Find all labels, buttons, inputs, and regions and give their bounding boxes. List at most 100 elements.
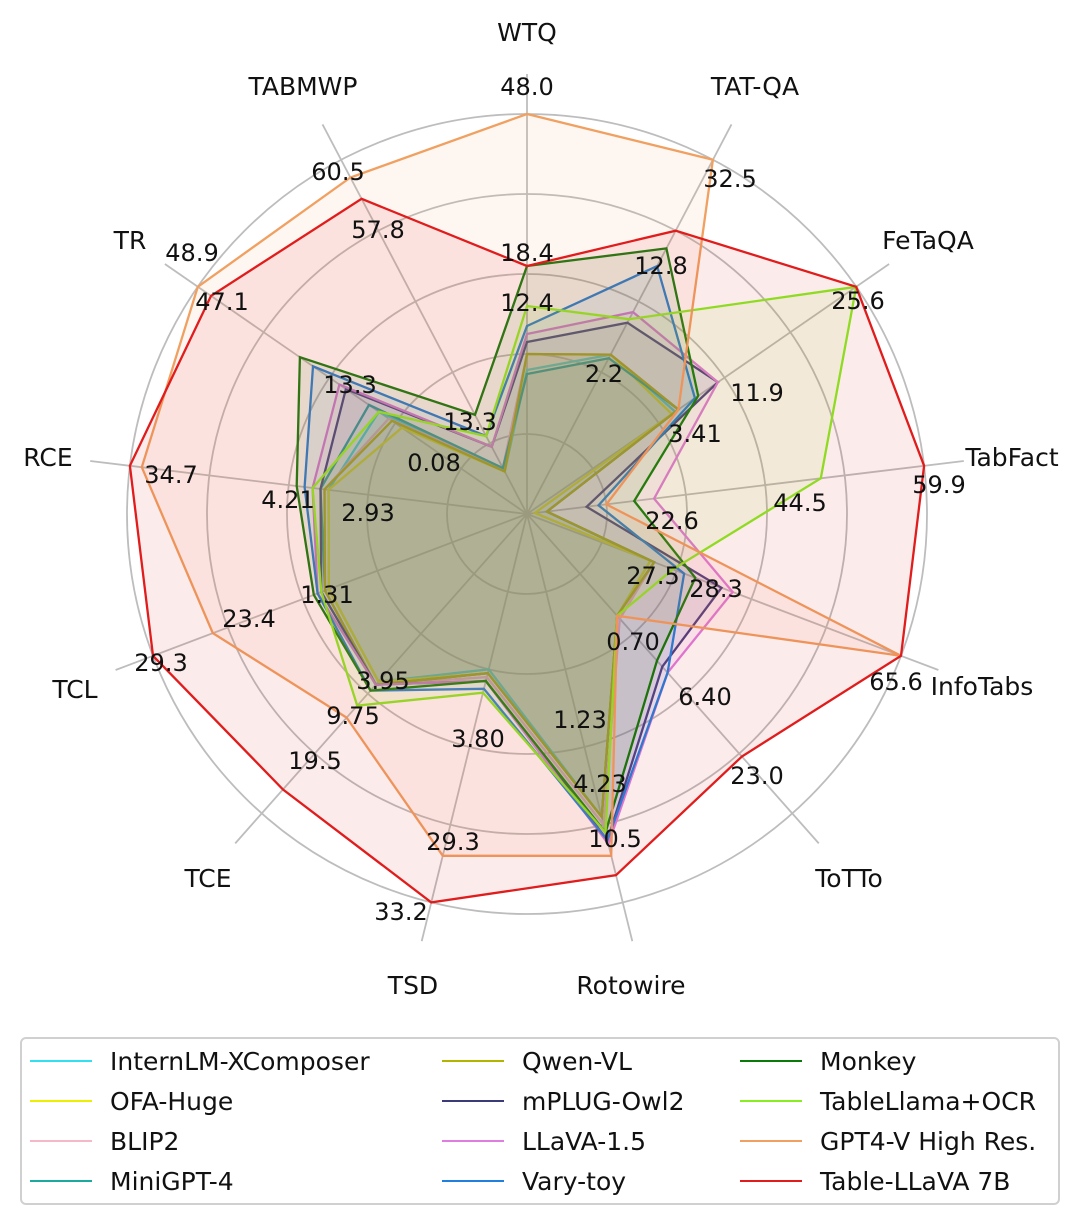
value-label-tce-2: 9.75: [326, 702, 379, 730]
value-label-tsd-3: 3.80: [451, 725, 504, 753]
radar-chart: WTQ TAT-QA FeTaQA TabFact InfoTabs ToTTo Rotow…: [23, 18, 1059, 1000]
axis-label-wtq: WTQ: [497, 18, 557, 47]
legend-swatch: [442, 1180, 504, 1182]
value-label-fetaqa-1: 25.6: [831, 287, 884, 315]
legend-item-table-llava-7b: Table-LLaVA 7B: [740, 1163, 1010, 1199]
value-label-tat-qa-1: 32.5: [703, 165, 756, 193]
axis-label-tat-qa: TAT-QA: [710, 72, 799, 101]
legend-label: OFA-Huge: [110, 1086, 234, 1116]
legend-swatch: [740, 1060, 802, 1062]
value-label-tabfact-2: 44.5: [773, 489, 826, 517]
axis-label-fetaqa: FeTaQA: [882, 226, 974, 255]
series-monkey: [295, 247, 700, 835]
legend-swatch: [442, 1100, 504, 1102]
value-label-tabmwp-3: 13.3: [443, 408, 496, 436]
axis-label-tabfact: TabFact: [964, 443, 1058, 472]
value-label-totto-3: 0.70: [606, 628, 659, 656]
value-label-infotabs-1: 65.6: [869, 668, 922, 696]
value-label-tcl-1: 29.3: [134, 649, 187, 677]
value-label-infotabs-3: 27.5: [626, 562, 679, 590]
value-label-tat-qa-2: 12.8: [634, 252, 687, 280]
value-label-fetaqa-3: 3.41: [668, 420, 721, 448]
value-label-tat-qa-3: 2.2: [585, 360, 623, 388]
axis-label-tcl: TCL: [51, 675, 97, 704]
axis-spoke-totto: [526, 513, 820, 844]
axis-label-tsd: TSD: [387, 971, 438, 1000]
value-label-tr-1: 48.9: [165, 239, 218, 267]
axis-label-rce: RCE: [23, 443, 72, 472]
legend-item-gpt4-v-high-res: GPT4-V High Res.: [740, 1123, 1036, 1159]
value-label-tabmwp-4: 0.08: [407, 449, 460, 477]
legend-item-internlm-xcomposer: InternLM-XComposer: [30, 1043, 370, 1079]
value-label-tce-1: 19.5: [288, 747, 341, 775]
axis-spoke-rce: [90, 460, 528, 515]
value-label-tcl-3: 1.31: [300, 581, 353, 609]
value-label-rotowire-3: 1.23: [553, 706, 606, 734]
legend-swatch: [30, 1100, 92, 1102]
axis-label-infotabs: InfoTabs: [931, 672, 1034, 701]
legend-item-llava-1-5: LLaVA-1.5: [442, 1123, 646, 1159]
legend-label: Qwen-VL: [522, 1046, 632, 1076]
value-label-tabmwp-2: 57.8: [351, 216, 404, 244]
legend-item-mplug-owl2: mPLUG-Owl2: [442, 1083, 684, 1119]
value-label-wtq-1: 48.0: [500, 73, 553, 101]
value-label-rce-1: 34.7: [144, 461, 197, 489]
axis-spoke-rotowire: [526, 513, 634, 942]
value-label-totto-1: 23.0: [730, 762, 783, 790]
value-label-tce-3: 3.95: [356, 667, 409, 695]
axis-label-rotowire: Rotowire: [576, 971, 685, 1000]
legend-label: Table-LLaVA 7B: [820, 1166, 1011, 1196]
value-label-tcl-2: 23.4: [222, 605, 275, 633]
value-label-tr-2: 47.1: [195, 288, 248, 316]
axis-spoke-tsd: [420, 513, 528, 942]
legend-item-tablellama-ocr: TableLlama+OCR: [740, 1083, 1036, 1119]
value-label-rce-2: 4.21: [261, 486, 314, 514]
axis-label-totto: ToTTo: [814, 864, 882, 893]
legend-item-vary-toy: Vary-toy: [442, 1163, 626, 1199]
value-label-tabmwp-1: 60.5: [311, 158, 364, 186]
value-label-wtq-3: 12.4: [500, 289, 553, 317]
axis-spoke-tabmwp: [321, 123, 528, 515]
legend-label: Monkey: [820, 1046, 917, 1076]
value-label-rotowire-1: 10.5: [588, 825, 641, 853]
legend-swatch: [30, 1140, 92, 1142]
value-label-infotabs-2: 28.3: [689, 575, 742, 603]
series-tablellama-ocr: [311, 285, 858, 836]
series-qwen-vl: [323, 352, 681, 820]
legend-label: MiniGPT-4: [110, 1166, 234, 1196]
legend: InternLM-XComposer OFA-Huge BLIP2 MiniGPT-4…: [20, 1037, 1060, 1205]
legend-item-ofa-huge: OFA-Huge: [30, 1083, 233, 1119]
legend-swatch: [30, 1060, 92, 1062]
series-group: [128, 112, 926, 904]
axis-label-tr: TR: [113, 226, 147, 255]
value-label-rotowire-2: 4.23: [573, 770, 626, 798]
value-label-tsd-1: 33.2: [374, 898, 427, 926]
series-gpt4-v-high-res: [140, 112, 902, 857]
value-label-totto-2: 6.40: [678, 683, 731, 711]
legend-label: InternLM-XComposer: [110, 1046, 370, 1076]
value-label-wtq-2: 18.4: [500, 239, 553, 267]
value-label-fetaqa-2: 11.9: [730, 379, 783, 407]
legend-item-monkey: Monkey: [740, 1043, 916, 1079]
series-table-llava-7b: [128, 197, 926, 904]
value-label-rce-3: 2.93: [341, 499, 394, 527]
legend-label: LLaVA-1.5: [522, 1126, 647, 1156]
legend-swatch: [30, 1180, 92, 1182]
legend-item-blip2: BLIP2: [30, 1123, 179, 1159]
legend-label: TableLlama+OCR: [820, 1086, 1036, 1116]
value-label-tsd-2: 29.3: [426, 828, 479, 856]
value-label-tabfact-1: 59.9: [912, 471, 965, 499]
legend-label: Vary-toy: [522, 1166, 627, 1196]
value-label-tabfact-3: 22.6: [645, 507, 698, 535]
legend-swatch: [442, 1140, 504, 1142]
axis-spoke-fetaqa: [526, 263, 890, 515]
axis-label-tabmwp: TABMWP: [248, 72, 358, 101]
legend-label: GPT4-V High Res.: [820, 1126, 1037, 1156]
legend-label: mPLUG-Owl2: [522, 1086, 685, 1116]
legend-item-qwen-vl: Qwen-VL: [442, 1043, 632, 1079]
legend-swatch: [740, 1140, 802, 1142]
axis-label-tce: TCE: [183, 864, 231, 893]
value-label-tr-3: 13.3: [323, 371, 376, 399]
legend-label: BLIP2: [110, 1126, 180, 1156]
axis-spoke-tce: [234, 513, 528, 844]
